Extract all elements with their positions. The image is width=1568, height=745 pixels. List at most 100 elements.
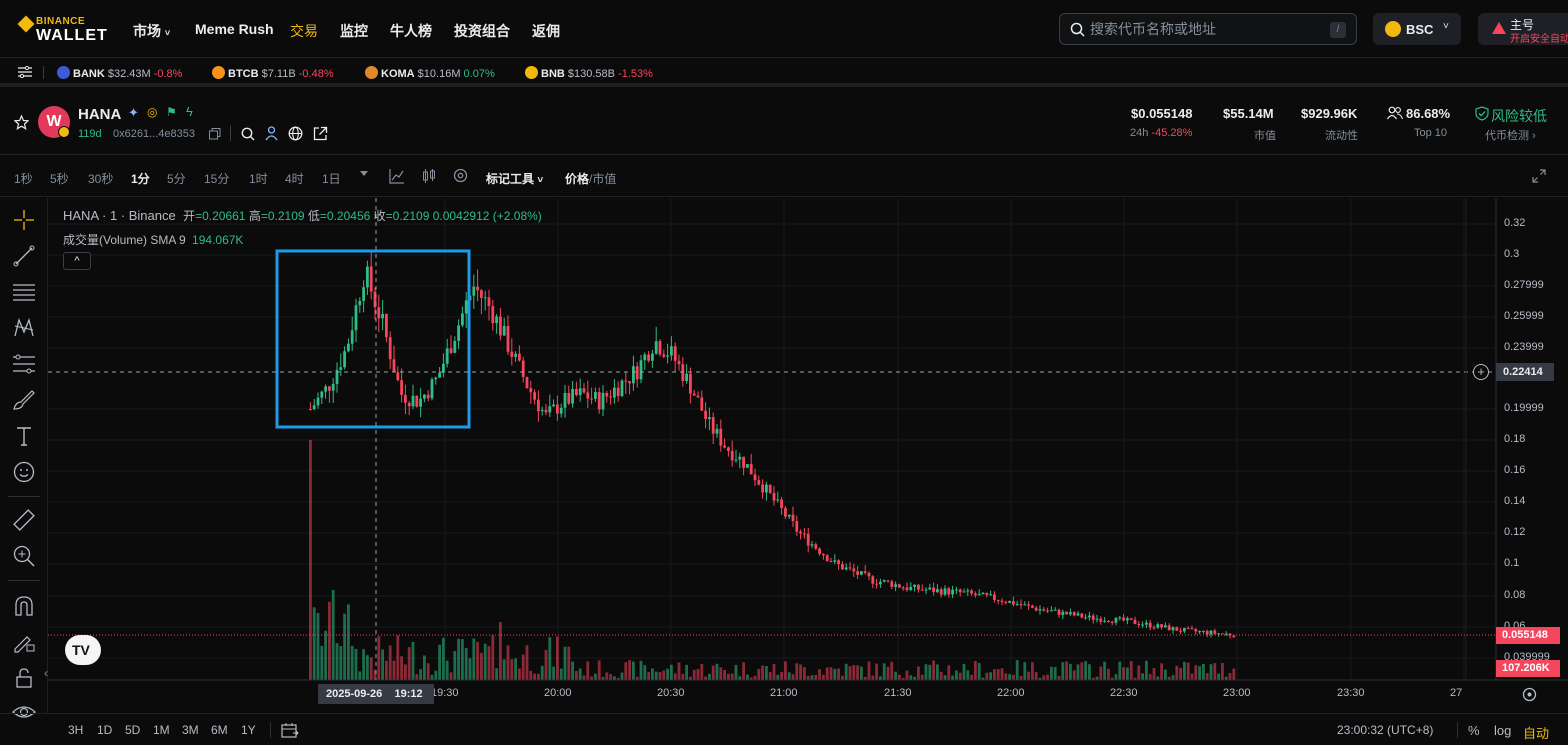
range-5d[interactable]: 5D — [125, 723, 141, 737]
log-scale-toggle[interactable]: log — [1494, 723, 1512, 738]
candle — [358, 297, 362, 313]
range-3m[interactable]: 3M — [182, 723, 199, 737]
ticker-btcb[interactable]: BTCB $7.11B -0.48% — [212, 66, 334, 80]
tf-5s[interactable]: 5秒 — [50, 172, 69, 186]
nav-portfolio[interactable]: 投资组合 — [454, 23, 510, 39]
emoji-icon[interactable] — [12, 460, 36, 484]
candle — [1152, 625, 1156, 630]
mark-tools-menu[interactable]: 标记工具 ˅ — [486, 172, 544, 186]
candle — [875, 578, 878, 589]
pattern-icon[interactable] — [12, 316, 36, 340]
tf-1d[interactable]: 1日 — [322, 172, 341, 186]
candle — [525, 376, 529, 389]
nav-rebate[interactable]: 返佣 — [532, 23, 560, 39]
ticker-bnb[interactable]: BNB $130.58B -1.53% — [525, 66, 653, 80]
account-button[interactable]: 主号 开启安全自动 — [1478, 13, 1568, 45]
range-1m[interactable]: 1M — [153, 723, 170, 737]
chart-settings-icon[interactable] — [453, 168, 468, 183]
copy-icon[interactable] — [209, 128, 221, 140]
volume-bar — [711, 665, 715, 680]
tf-15m[interactable]: 15分 — [204, 172, 230, 186]
range-1d[interactable]: 1D — [97, 723, 113, 737]
add-alert-icon[interactable]: + — [1473, 364, 1489, 380]
text-tool-icon[interactable] — [12, 424, 36, 448]
tf-30s[interactable]: 30秒 — [88, 172, 114, 186]
lock-drawing-icon[interactable] — [12, 630, 36, 654]
date-range-icon[interactable] — [281, 722, 299, 738]
indicators-icon[interactable] — [389, 168, 405, 184]
candle — [1190, 625, 1194, 630]
magnet-icon[interactable] — [12, 594, 36, 618]
volume-bar — [692, 669, 696, 680]
search-input[interactable] — [1090, 20, 1320, 38]
external-link-icon[interactable] — [313, 126, 328, 141]
price-chart[interactable]: HANA · 1 · Binance 开=0.20661 高=0.2109 低=… — [48, 198, 1568, 713]
globe-icon[interactable] — [288, 126, 303, 141]
nav-trade[interactable]: 交易 — [290, 23, 318, 39]
volume-bar — [715, 663, 719, 680]
auto-scale-toggle[interactable]: 自动 — [1523, 726, 1550, 741]
price-mcap-toggle[interactable]: 价格/市值 — [565, 172, 617, 186]
trend-line-icon[interactable] — [12, 244, 36, 268]
fullscreen-icon[interactable] — [1532, 169, 1546, 183]
clock[interactable]: 23:00:32 (UTC+8) — [1337, 723, 1434, 737]
fib-icon[interactable] — [12, 352, 36, 376]
volume-bar — [1175, 665, 1179, 680]
search-icon[interactable] — [241, 127, 255, 141]
lock-icon[interactable] — [12, 666, 36, 690]
chart-grid — [48, 198, 1495, 680]
candle — [434, 376, 438, 385]
volume-bar — [909, 675, 913, 680]
crosshair-icon[interactable] — [12, 208, 36, 232]
nav-monitor[interactable]: 监控 — [340, 23, 368, 39]
user-icon[interactable] — [265, 126, 278, 141]
horizontal-lines-icon[interactable] — [12, 280, 36, 304]
favorite-star-icon[interactable] — [14, 115, 29, 130]
nav-leaderboard[interactable]: 牛人榜 — [390, 23, 432, 39]
candle-type-icon[interactable] — [422, 168, 436, 184]
chart-canvas[interactable] — [48, 198, 1568, 713]
candle — [590, 387, 593, 405]
chart-reset-icon[interactable] — [1522, 687, 1537, 702]
filter-settings-icon[interactable] — [18, 66, 32, 78]
candle — [799, 529, 802, 540]
range-1y[interactable]: 1Y — [241, 723, 256, 737]
candle — [1148, 619, 1152, 631]
candle — [1050, 606, 1053, 612]
tf-1s[interactable]: 1秒 — [14, 172, 33, 186]
tf-1m[interactable]: 1分 — [131, 172, 150, 186]
candle — [354, 298, 358, 343]
candle — [430, 377, 434, 401]
divider — [8, 496, 40, 497]
tf-5m[interactable]: 5分 — [167, 172, 186, 186]
ticker-bank[interactable]: BANK $32.43M -0.8% — [57, 66, 182, 80]
volume-bar — [1224, 676, 1228, 680]
collapse-legend-button[interactable]: ^ — [63, 252, 91, 270]
nav-meme-rush[interactable]: Meme Rush — [195, 21, 274, 37]
eye-icon[interactable] — [12, 700, 36, 724]
volume-bar — [537, 673, 540, 680]
tf-1h[interactable]: 1时 — [249, 172, 268, 186]
zoom-in-icon[interactable] — [12, 544, 36, 568]
tf-4h[interactable]: 4时 — [285, 172, 304, 186]
candle — [1057, 608, 1061, 618]
search-box[interactable]: / — [1059, 13, 1357, 45]
candle — [347, 338, 350, 353]
volume-bar — [658, 672, 662, 680]
volume-bar — [362, 649, 365, 680]
collapse-toolbar-icon[interactable]: ‹ — [44, 666, 48, 680]
percent-scale-toggle[interactable]: % — [1468, 723, 1480, 738]
ticker-koma[interactable]: KOMA $10.16M 0.07% — [365, 66, 495, 80]
candle — [746, 463, 749, 468]
price-change: 24h -45.28% — [1130, 127, 1193, 139]
tradingview-logo[interactable]: TV — [65, 635, 101, 665]
nav-market[interactable]: 市场 ˅ — [133, 23, 171, 39]
chain-selector[interactable]: BSC ˅ — [1373, 13, 1461, 45]
range-6m[interactable]: 6M — [211, 723, 228, 737]
brush-icon[interactable] — [12, 388, 36, 412]
range-3h[interactable]: 3H — [68, 723, 84, 737]
timeframe-dropdown-icon[interactable] — [360, 171, 368, 176]
ruler-icon[interactable] — [12, 508, 36, 532]
liquidity-value: $929.96K — [1301, 106, 1358, 121]
token-check-link[interactable]: 代币检测 › — [1485, 130, 1536, 142]
